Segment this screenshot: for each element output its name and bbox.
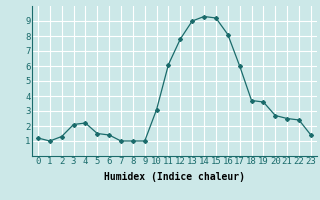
X-axis label: Humidex (Indice chaleur): Humidex (Indice chaleur) [104, 172, 245, 182]
